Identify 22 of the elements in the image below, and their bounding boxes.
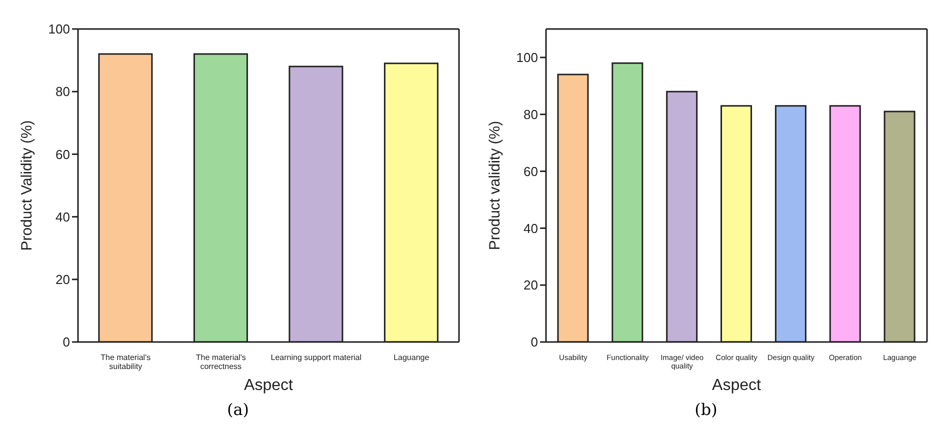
x-axis-title: Aspect <box>712 377 762 394</box>
y-axis-title: Product validity (%) <box>486 120 504 250</box>
y-tick-label: 100 <box>516 50 538 66</box>
x-tick-label: Laguange <box>394 353 430 362</box>
y-axis-title: Product Validity (%) <box>18 120 36 251</box>
y-tick-label: 0 <box>530 334 538 350</box>
y-tick-label: 20 <box>56 272 70 288</box>
y-tick-label: 80 <box>56 84 70 100</box>
x-axis-title: Aspect <box>244 377 294 394</box>
y-tick-label: 40 <box>56 209 70 224</box>
y-tick-label: 100 <box>48 22 70 37</box>
y-tick-label: 80 <box>524 106 538 122</box>
y-tick-label: 20 <box>524 278 538 293</box>
x-tick-label: Learning support material <box>270 353 362 362</box>
text: (b) <box>694 400 718 419</box>
y-tick-label: 0 <box>62 334 70 350</box>
y-tick-label: 60 <box>56 146 70 162</box>
text: (a) <box>226 400 250 419</box>
x-tick-label: The material's correctness <box>196 353 246 371</box>
y-tick-label: 60 <box>524 164 538 179</box>
y-tick-label: 40 <box>524 220 538 236</box>
x-tick-label: The material's suitability <box>100 353 151 371</box>
